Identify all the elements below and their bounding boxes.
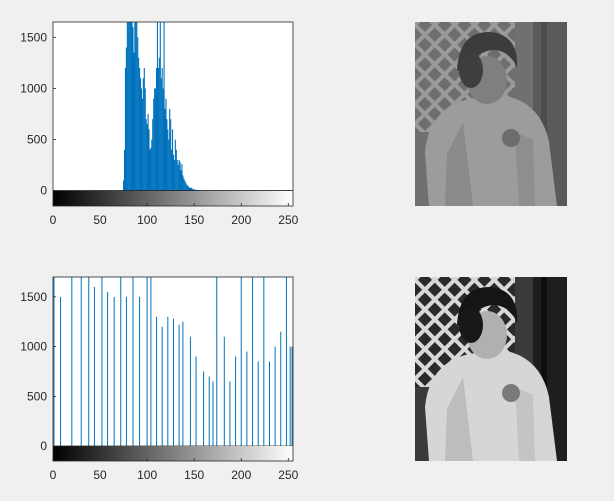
histogram-bars	[53, 277, 293, 447]
x-tick-label: 50	[93, 213, 107, 227]
photo-icon	[415, 277, 567, 461]
histogram-original: 0 500 1000 1500 0 50 100 150 200 250	[20, 21, 299, 227]
y-tick-label: 1000	[20, 340, 47, 354]
histogram-bars	[53, 22, 293, 192]
original-image	[415, 22, 567, 206]
x-tick-labels: 0 50 100 150 200 250	[50, 458, 299, 482]
axes-frame	[52, 21, 294, 207]
x-tick-label: 250	[278, 213, 298, 227]
photo-icon	[415, 22, 567, 206]
y-tick-labels: 0 500 1000 1500	[20, 290, 56, 453]
x-tick-label: 200	[231, 468, 251, 482]
x-tick-label: 100	[137, 213, 157, 227]
y-tick-label: 1000	[20, 81, 47, 95]
x-tick-label: 0	[50, 213, 57, 227]
y-tick-label: 0	[40, 439, 47, 453]
x-tick-label: 0	[50, 468, 57, 482]
y-tick-label: 500	[27, 133, 47, 147]
x-tick-label: 150	[184, 213, 204, 227]
y-tick-label: 500	[27, 389, 47, 403]
axes-frame	[52, 276, 294, 462]
y-tick-label: 0	[40, 184, 47, 198]
x-tick-label: 250	[278, 468, 298, 482]
grayscale-colorbar	[53, 191, 293, 206]
y-tick-label: 1500	[20, 30, 47, 44]
x-tick-label: 50	[93, 468, 107, 482]
x-tick-label: 150	[184, 468, 204, 482]
x-tick-label: 200	[231, 213, 251, 227]
histogram-equalized: 0 500 1000 1500 0 50 100 150 200 250	[20, 276, 299, 482]
y-tick-labels: 0 500 1000 1500	[20, 30, 56, 198]
grayscale-colorbar	[53, 446, 293, 461]
y-tick-label: 1500	[20, 290, 47, 304]
equalized-image	[415, 277, 567, 461]
x-tick-label: 100	[137, 468, 157, 482]
x-tick-labels: 0 50 100 150 200 250	[50, 203, 299, 227]
